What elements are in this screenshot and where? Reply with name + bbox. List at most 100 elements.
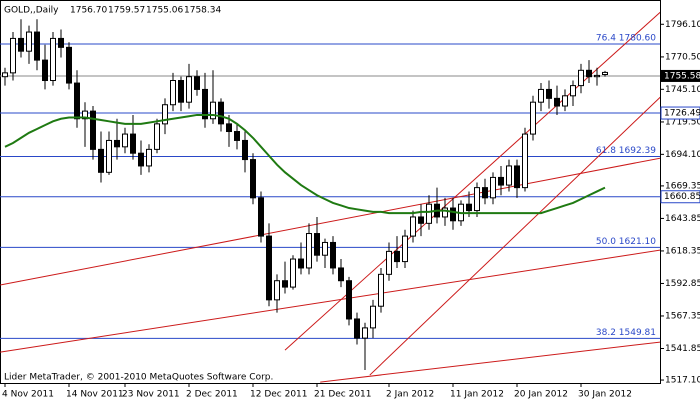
candle-body bbox=[146, 148, 152, 167]
level-axis-label: 1726.49 bbox=[664, 109, 700, 119]
candle-body bbox=[594, 74, 600, 78]
header-low: 1755.06 bbox=[146, 6, 183, 16]
y-tick-label: 1517.10 bbox=[665, 376, 700, 386]
candle-body bbox=[570, 85, 576, 97]
symbol: GOLD,,Daily bbox=[4, 6, 59, 16]
candle-body bbox=[154, 123, 160, 150]
candle-body bbox=[18, 37, 24, 52]
level-axis-label: 1660.85 bbox=[664, 192, 700, 202]
candle-body bbox=[242, 139, 248, 161]
candle-body bbox=[418, 216, 424, 224]
candle-body bbox=[58, 37, 64, 48]
y-tick-label: 1567.35 bbox=[665, 311, 700, 321]
header-bg bbox=[2, 3, 212, 15]
y-tick-label: 1643.85 bbox=[665, 214, 700, 224]
candle-body bbox=[258, 197, 264, 237]
candle-body bbox=[370, 305, 376, 329]
candle-body bbox=[170, 80, 176, 106]
x-tick-label: 23 Nov 2011 bbox=[122, 390, 180, 400]
x-tick-label: 2 Jan 2012 bbox=[386, 390, 434, 400]
candle-body bbox=[538, 88, 544, 103]
current-price-label: 1755.58 bbox=[664, 71, 700, 81]
level-label: 61.8 1692.39 bbox=[596, 146, 656, 156]
y-tick-label: 1796.10 bbox=[665, 20, 700, 30]
header-close: 1758.34 bbox=[184, 6, 221, 16]
candle-body bbox=[554, 97, 560, 107]
candle-body bbox=[506, 165, 512, 186]
candle-body bbox=[402, 235, 408, 263]
y-tick-label: 1719.50 bbox=[665, 117, 700, 127]
candle-body bbox=[354, 318, 360, 339]
level-box bbox=[660, 190, 700, 204]
candle-body bbox=[602, 71, 608, 76]
candle-body bbox=[202, 88, 208, 120]
trendline bbox=[320, 341, 660, 383]
candle-body bbox=[74, 82, 80, 120]
candle-body bbox=[498, 176, 504, 186]
candle-body bbox=[234, 131, 240, 141]
level-label: 38.2 1549.81 bbox=[596, 328, 656, 338]
candle-body bbox=[530, 101, 536, 135]
footer: Lider MetaTrader, © 2001-2010 MetaQuotes… bbox=[4, 373, 273, 383]
x-tick-label: 4 Nov 2011 bbox=[2, 390, 54, 400]
y-tick-label: 1618.35 bbox=[665, 246, 700, 256]
candle-body bbox=[298, 258, 304, 269]
candle-body bbox=[450, 207, 456, 222]
candle-body bbox=[114, 139, 120, 148]
level-label: 50.0 1621.10 bbox=[596, 237, 656, 247]
candle-body bbox=[162, 104, 168, 125]
candle-body bbox=[218, 101, 224, 125]
candle-body bbox=[106, 139, 112, 173]
candle-body bbox=[130, 133, 136, 154]
candle-body bbox=[2, 72, 8, 78]
trendline bbox=[0, 249, 660, 353]
candle-body bbox=[194, 76, 200, 90]
y-tick-label: 1770.50 bbox=[665, 52, 700, 62]
trendline bbox=[369, 96, 660, 376]
candle-body bbox=[362, 327, 368, 339]
y-tick-label: 1592.85 bbox=[665, 279, 700, 289]
moving-average bbox=[4, 113, 606, 215]
candle-body bbox=[330, 241, 336, 269]
candle-body bbox=[322, 241, 328, 256]
candle-body bbox=[474, 187, 480, 212]
candle-body bbox=[98, 148, 104, 173]
x-tick-label: 12 Dec 2011 bbox=[250, 390, 308, 400]
candle-body bbox=[90, 110, 96, 150]
y-tick-label: 1541.85 bbox=[665, 344, 700, 354]
candle-body bbox=[466, 203, 472, 212]
candle-body bbox=[282, 280, 288, 288]
header-high: 1759.57 bbox=[108, 6, 145, 16]
candle-body bbox=[410, 216, 416, 237]
candle-body bbox=[306, 233, 312, 269]
candle-body bbox=[226, 123, 232, 133]
candle-body bbox=[338, 267, 344, 282]
candle-body bbox=[82, 110, 88, 120]
candle-body bbox=[26, 31, 32, 52]
candle-body bbox=[274, 280, 280, 301]
trendline bbox=[0, 157, 660, 286]
y-tick-label: 1669.35 bbox=[665, 181, 700, 191]
candle-body bbox=[546, 88, 552, 99]
candle-body bbox=[66, 46, 72, 84]
candle-body bbox=[442, 207, 448, 218]
x-tick-label: 2 Dec 2011 bbox=[186, 390, 238, 400]
candle-body bbox=[250, 159, 256, 199]
y-tick-label: 1694.10 bbox=[665, 150, 700, 160]
level-label: 76.4 1780.60 bbox=[596, 34, 656, 44]
x-tick-label: 21 Dec 2011 bbox=[314, 390, 372, 400]
candle-body bbox=[34, 31, 40, 61]
candle-body bbox=[522, 133, 528, 189]
candle-body bbox=[562, 95, 568, 107]
candle-body bbox=[578, 69, 584, 87]
header-open: 1756.70 bbox=[70, 6, 107, 16]
candle-body bbox=[490, 176, 496, 199]
level-box bbox=[660, 106, 700, 120]
price-box bbox=[661, 69, 700, 82]
candle-body bbox=[586, 69, 592, 78]
candle-body bbox=[50, 37, 56, 82]
candle-body bbox=[178, 80, 184, 103]
x-tick-label: 11 Jan 2012 bbox=[450, 390, 504, 400]
candle-body bbox=[210, 101, 216, 120]
